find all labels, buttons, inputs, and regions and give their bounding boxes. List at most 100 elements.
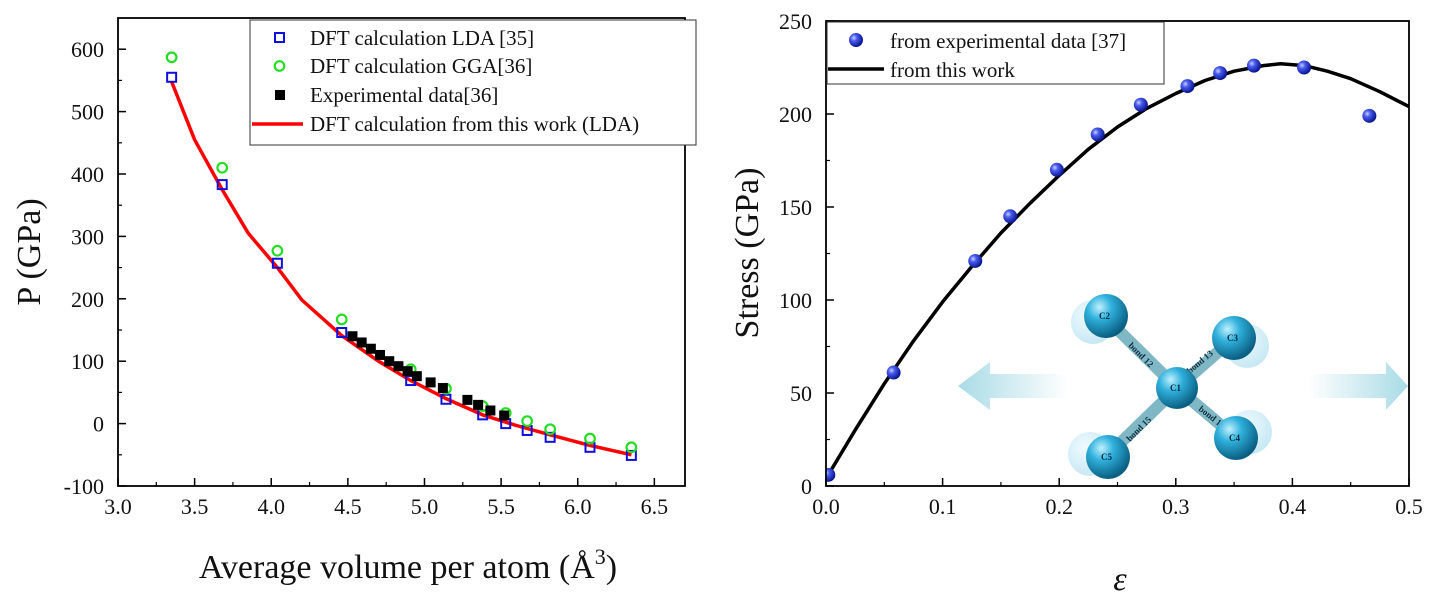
y-tick-label: 0 bbox=[801, 474, 812, 499]
x-tick-label: 4.0 bbox=[257, 494, 285, 519]
data-point bbox=[499, 410, 510, 421]
right-legend: from experimental data [37] from this wo… bbox=[826, 21, 1165, 85]
data-point bbox=[166, 71, 178, 83]
y-tick-label: 150 bbox=[779, 195, 812, 220]
right-x-axis-label: ε bbox=[1113, 561, 1127, 598]
legend-marker-gga bbox=[273, 60, 286, 72]
data-point bbox=[1213, 66, 1228, 81]
atom-c3 bbox=[1212, 316, 1256, 360]
atom-label: C1 bbox=[1170, 383, 1181, 393]
x-tick-label: 4.5 bbox=[334, 494, 362, 519]
y-tick-label: -100 bbox=[64, 474, 104, 499]
data-point bbox=[584, 432, 596, 445]
y-tick-label: 0 bbox=[93, 412, 104, 437]
data-point bbox=[521, 415, 534, 428]
left-arrow bbox=[958, 362, 1068, 410]
data-point bbox=[1180, 79, 1195, 94]
y-tick-label: 250 bbox=[779, 9, 812, 34]
x-tick-label: 3.5 bbox=[181, 494, 209, 519]
data-point bbox=[625, 449, 637, 461]
data-point bbox=[485, 405, 496, 416]
data-point bbox=[271, 257, 283, 269]
chart-right: bond 12 bond 13 bond 14 bond 15 C1 C2 C3… bbox=[729, 9, 1423, 598]
data-point bbox=[437, 383, 448, 394]
y-tick-label: 200 bbox=[71, 287, 104, 312]
right-y-axis-label: Stress (GPa) bbox=[729, 168, 766, 339]
left-legend: DFT calculation LDA [35] DFT calculation… bbox=[249, 19, 697, 146]
right-arrow bbox=[1308, 362, 1408, 410]
data-point bbox=[271, 244, 284, 257]
data-point bbox=[625, 441, 638, 454]
atom-c1 bbox=[1156, 367, 1198, 409]
y-tick-label: 500 bbox=[71, 100, 104, 125]
legend-label-experimental: Experimental data[36] bbox=[310, 83, 498, 107]
atom-label: C5 bbox=[1101, 452, 1112, 462]
legend-marker-experimental bbox=[275, 90, 285, 100]
data-point bbox=[1362, 108, 1377, 123]
legend-marker-lda bbox=[274, 32, 285, 43]
data-point bbox=[165, 51, 178, 64]
data-point bbox=[336, 326, 348, 338]
molecule-inset: bond 12 bond 13 bond 14 bond 15 C1 C2 C3… bbox=[958, 294, 1408, 479]
legend-marker-experimental bbox=[849, 33, 863, 47]
atom-c4 bbox=[1214, 416, 1258, 460]
x-tick-label: 0.0 bbox=[812, 494, 840, 519]
data-point bbox=[356, 337, 367, 348]
data-point bbox=[216, 161, 229, 174]
x-tick-label: 6.0 bbox=[564, 494, 592, 519]
atom-label: C2 bbox=[1099, 311, 1110, 321]
left-plot-frame bbox=[117, 17, 686, 487]
atom-label: C4 bbox=[1229, 433, 1240, 443]
data-point bbox=[335, 313, 348, 326]
data-point bbox=[1297, 60, 1312, 75]
data-point bbox=[886, 365, 901, 380]
legend-label-this-work: DFT calculation from this work (LDA) bbox=[310, 112, 639, 136]
x-tick-label: 0.3 bbox=[1162, 494, 1190, 519]
x-tick-label: 5.0 bbox=[411, 494, 439, 519]
data-point bbox=[425, 377, 436, 388]
data-point bbox=[411, 371, 422, 382]
left-x-axis-label: Average volume per atom (Å3) bbox=[199, 544, 617, 586]
data-point bbox=[473, 399, 484, 410]
y-tick-label: 200 bbox=[779, 102, 812, 127]
x-tick-label: 0.1 bbox=[929, 494, 957, 519]
atom-c5 bbox=[1086, 435, 1130, 479]
data-point bbox=[1090, 127, 1105, 142]
legend-label-experimental: from experimental data [37] bbox=[890, 29, 1126, 53]
y-tick-label: 400 bbox=[71, 162, 104, 187]
left-series bbox=[165, 51, 638, 461]
y-tick-label: 300 bbox=[71, 224, 104, 249]
right-tick-labels: 0.0 0.1 0.2 0.3 0.4 0.5 0 50 100 150 200 250 bbox=[779, 9, 1423, 519]
data-point bbox=[347, 331, 358, 342]
legend-label-lda: DFT calculation LDA [35] bbox=[310, 26, 534, 50]
legend-label-this-work: from this work bbox=[890, 58, 1015, 82]
data-point bbox=[402, 366, 413, 377]
data-point bbox=[375, 349, 386, 360]
x-tick-label: 0.2 bbox=[1045, 494, 1073, 519]
data-point bbox=[1049, 162, 1064, 177]
left-y-axis-label: P (GPa) bbox=[11, 198, 48, 305]
data-point bbox=[1003, 209, 1018, 224]
y-tick-label: 100 bbox=[71, 349, 104, 374]
x-tick-label: 0.5 bbox=[1395, 494, 1423, 519]
right-axes-ticks bbox=[825, 20, 1410, 487]
left-tick-labels: 3.0 3.5 4.0 4.5 5.0 5.5 6.0 6.5 -100 0 100 200 300 40… bbox=[64, 37, 668, 519]
data-point bbox=[440, 393, 452, 405]
data-point bbox=[1133, 97, 1148, 112]
data-point bbox=[462, 394, 473, 405]
x-tick-label: 3.0 bbox=[104, 494, 132, 519]
x-tick-label: 0.4 bbox=[1279, 494, 1307, 519]
data-point bbox=[544, 431, 556, 443]
y-tick-label: 100 bbox=[779, 288, 812, 313]
x-tick-label: 5.5 bbox=[487, 494, 515, 519]
right-series bbox=[826, 58, 1409, 482]
chart-left: 3.0 3.5 4.0 4.5 5.0 5.5 6.0 6.5 -100 0 100 200 300 40… bbox=[11, 17, 697, 586]
x-tick-label: 6.5 bbox=[641, 494, 669, 519]
data-point bbox=[393, 361, 404, 372]
data-point bbox=[365, 343, 376, 354]
series-line bbox=[169, 80, 632, 457]
y-tick-label: 50 bbox=[790, 381, 812, 406]
data-point bbox=[216, 179, 228, 191]
series-line bbox=[826, 62, 1409, 480]
